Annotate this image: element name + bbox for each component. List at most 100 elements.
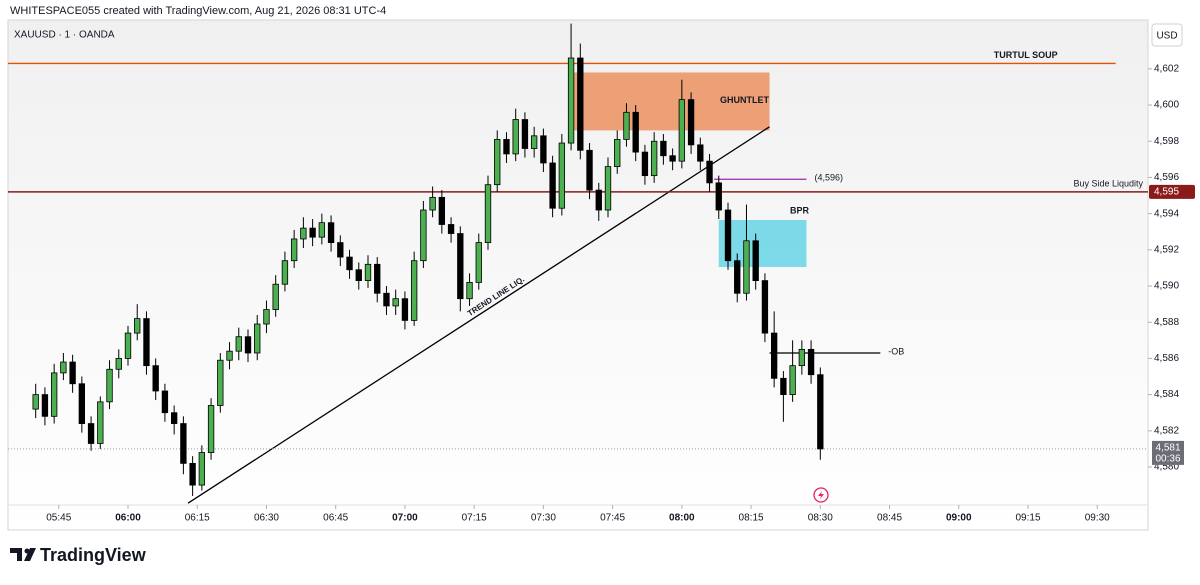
- candle-body: [87, 423, 95, 444]
- candle: [152, 358, 159, 401]
- candle-body: [180, 423, 187, 464]
- candle: [272, 275, 279, 317]
- candle: [143, 311, 150, 375]
- candle-body: [170, 412, 178, 424]
- y-tick-label: 4,602: [1154, 64, 1179, 75]
- candle: [577, 43, 584, 160]
- countdown: 00:36: [1155, 454, 1180, 465]
- candle-body: [770, 332, 778, 379]
- x-tick-label: 09:15: [1015, 513, 1040, 524]
- candle-body: [198, 452, 206, 486]
- level-label: Buy Side Liqudity: [1073, 178, 1143, 188]
- candle: [743, 204, 750, 301]
- candle: [503, 132, 510, 163]
- candle: [484, 175, 492, 250]
- candle: [457, 226, 464, 312]
- candle: [41, 387, 49, 426]
- candle: [669, 148, 676, 171]
- price-tag: [1149, 184, 1195, 199]
- zone: [718, 219, 807, 268]
- candle-body: [60, 361, 67, 374]
- candle: [60, 352, 67, 381]
- candle: [429, 186, 436, 218]
- candle-body: [512, 119, 519, 155]
- candle: [780, 371, 787, 422]
- last-price-tag: [1152, 440, 1184, 465]
- candle-body: [678, 99, 686, 162]
- candle-body: [374, 263, 381, 294]
- candle: [641, 144, 649, 185]
- candle-body: [226, 350, 233, 361]
- candle-body: [475, 242, 482, 283]
- brand: TradingView: [40, 545, 147, 565]
- x-tick-label: 07:00: [392, 513, 418, 524]
- candle: [87, 416, 95, 451]
- candle: [170, 405, 178, 435]
- price-tag-label: 4,595: [1154, 187, 1179, 198]
- plot-area: [8, 23, 1148, 504]
- candle-body: [715, 182, 722, 211]
- y-tick-label: 4,592: [1154, 244, 1179, 255]
- candle: [217, 352, 224, 413]
- candle-body: [115, 358, 122, 370]
- candle-body: [466, 282, 473, 300]
- candle: [346, 249, 353, 279]
- x-tick-label: 06:15: [185, 513, 210, 524]
- x-tick-label: 07:45: [600, 513, 625, 524]
- candle-body: [586, 149, 593, 191]
- candle-body: [669, 155, 676, 162]
- candle: [189, 456, 196, 496]
- candle: [374, 257, 381, 303]
- candle: [438, 190, 446, 234]
- zone-label: GHUNTLET: [720, 95, 769, 105]
- candle: [512, 108, 519, 162]
- candle-body: [337, 242, 344, 258]
- candle: [540, 128, 547, 173]
- candle-body: [503, 139, 510, 155]
- candle: [318, 213, 326, 245]
- candle: [494, 130, 501, 192]
- caption: WHITESPACE055 created with TradingView.c…: [10, 5, 386, 17]
- candle: [632, 105, 639, 162]
- candle: [290, 229, 298, 268]
- candle-body: [549, 162, 556, 209]
- currency-button[interactable]: [1151, 23, 1183, 47]
- x-tick-label: 07:15: [462, 513, 487, 524]
- candle-body: [392, 298, 399, 307]
- candle-body: [530, 135, 538, 149]
- candle-body: [706, 160, 713, 184]
- candle-body: [410, 260, 418, 321]
- candle-body: [124, 332, 132, 359]
- candle: [106, 360, 113, 410]
- candle: [392, 289, 399, 315]
- candle-body: [660, 140, 667, 157]
- y-tick-label: 4,582: [1154, 425, 1179, 436]
- candle: [50, 363, 58, 424]
- candle: [327, 215, 335, 252]
- candle: [817, 367, 824, 460]
- candle-body: [623, 111, 630, 140]
- candle-body: [318, 222, 326, 238]
- candle-body: [558, 142, 566, 209]
- candle: [254, 314, 261, 361]
- candle: [697, 137, 704, 171]
- y-tick-label: 4,598: [1154, 136, 1179, 147]
- candle-body: [32, 394, 39, 410]
- candle-body: [152, 365, 159, 392]
- candle: [207, 398, 215, 460]
- candle: [97, 396, 104, 449]
- y-tick-label: 4,584: [1154, 389, 1179, 400]
- candle: [134, 304, 141, 341]
- candle-body: [217, 359, 224, 406]
- alert-icon[interactable]: [813, 487, 829, 503]
- candle: [410, 251, 418, 326]
- candle: [244, 329, 252, 363]
- candle: [770, 311, 778, 388]
- last-price-label: 4,581: [1155, 443, 1180, 454]
- candle-body: [134, 318, 141, 334]
- candle-body: [687, 99, 695, 146]
- candle-body: [346, 256, 353, 271]
- candle-body: [41, 394, 49, 417]
- candle-body: [244, 336, 252, 354]
